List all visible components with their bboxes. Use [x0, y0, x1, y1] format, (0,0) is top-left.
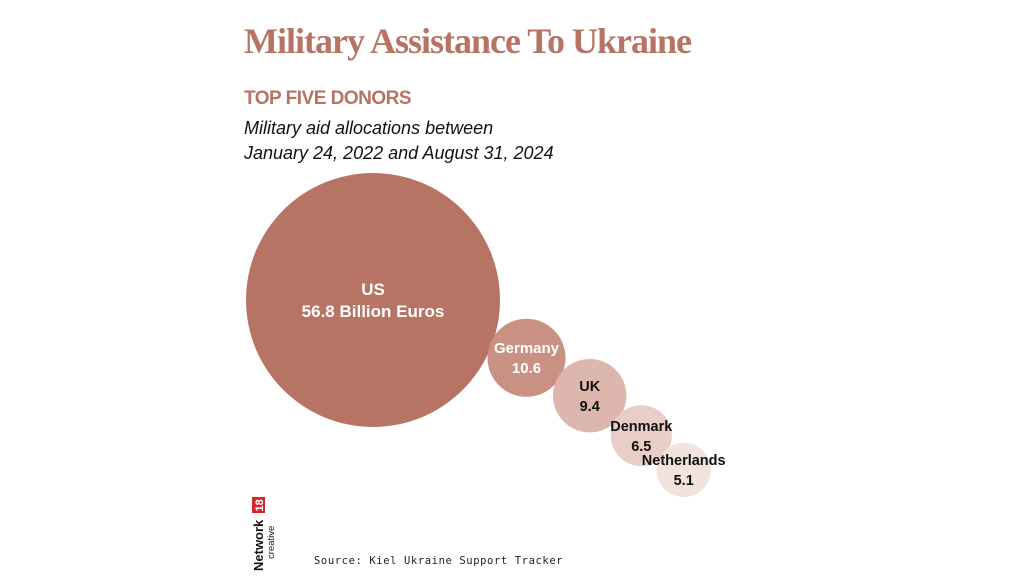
bubble-label-us: US: [361, 280, 385, 299]
source-note: Source: Kiel Ukraine Support Tracker: [314, 555, 564, 567]
bubble-denmark: [610, 405, 672, 467]
bubble-label-uk: UK: [579, 379, 600, 395]
bubble-value-denmark: 6.5: [631, 439, 651, 455]
bubble-uk: [553, 359, 627, 433]
bubble-us: [246, 173, 500, 427]
bubble-value-netherlands: 5.1: [674, 473, 694, 489]
network18-logo: Network 18 creative: [251, 497, 277, 571]
brand-number: 18: [254, 499, 266, 511]
description-line-1: Military aid allocations between: [244, 118, 494, 138]
bubble-germany: [487, 318, 566, 397]
bubble-label-netherlands: Netherlands: [642, 453, 726, 469]
bubble-value-uk: 9.4: [580, 399, 600, 415]
bubble-label-germany: Germany: [494, 340, 560, 357]
bubble-value-us: 56.8 Billion Euros: [302, 302, 445, 321]
chart-subtitle: TOP FIVE DONORS: [244, 88, 412, 109]
description-line-2: January 24, 2022 and August 31, 2024: [244, 143, 554, 163]
bubble-netherlands: [656, 442, 711, 498]
chart-description: Military aid allocations between January…: [244, 116, 664, 166]
brand-number-box: [252, 497, 265, 513]
chart-title: Military Assistance To Ukraine: [244, 21, 692, 61]
bubble-value-germany: 10.6: [512, 360, 541, 377]
bubble-label-denmark: Denmark: [610, 419, 673, 435]
brand-name: Network: [251, 519, 266, 571]
brand-tagline: creative: [266, 526, 277, 559]
